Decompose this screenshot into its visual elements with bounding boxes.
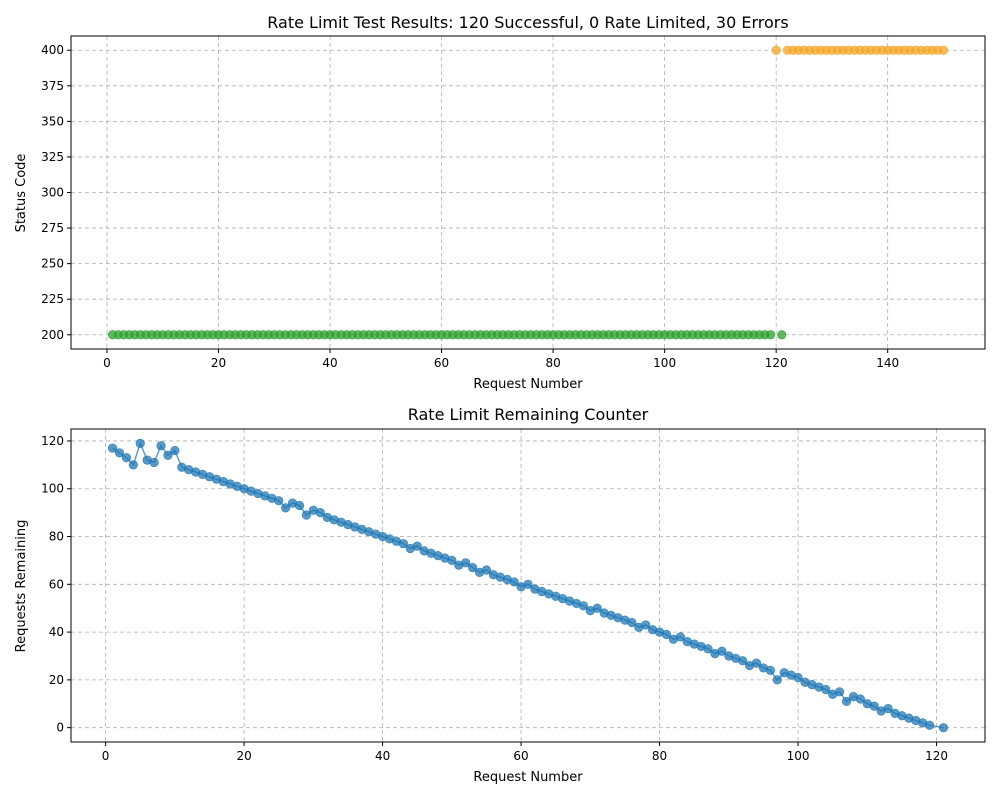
y-tick-label: 225 — [41, 292, 64, 306]
y-tick-label: 300 — [41, 186, 64, 200]
remaining-point — [107, 443, 118, 453]
chart2-points — [107, 438, 949, 733]
remaining-point — [281, 503, 291, 513]
chart2-x-axis-label: Request Number — [473, 770, 583, 785]
remaining-point — [793, 672, 803, 683]
remaining-point — [128, 460, 138, 470]
remaining-point — [925, 720, 935, 730]
x-tick-label: 60 — [434, 356, 449, 370]
remaining-point — [661, 629, 672, 640]
status-point-200 — [765, 330, 776, 340]
x-tick-label: 0 — [103, 356, 111, 370]
status-point-400 — [938, 45, 949, 55]
x-tick-label: 140 — [876, 356, 899, 370]
chart1-title: Rate Limit Test Results: 120 Successful,… — [267, 13, 788, 32]
chart2-title: Rate Limit Remaining Counter — [408, 405, 649, 424]
remaining-point — [156, 441, 166, 451]
x-tick-label: 120 — [765, 356, 788, 370]
y-tick-label: 250 — [41, 257, 64, 271]
x-tick-label: 100 — [653, 356, 676, 370]
chart2-y-ticks: 0 20 40 60 80 100 120 — [41, 434, 71, 735]
remaining-point — [869, 701, 879, 711]
chart-status-codes: Rate Limit Test Results: 120 Successful,… — [14, 13, 986, 392]
y-tick-label: 40 — [49, 625, 64, 639]
remaining-point — [461, 558, 471, 568]
remaining-point — [938, 723, 949, 733]
remaining-point — [481, 565, 492, 575]
remaining-point — [121, 453, 131, 463]
remaining-point — [841, 696, 852, 706]
chart1-x-axis-label: Request Number — [473, 377, 583, 392]
y-tick-label: 20 — [49, 673, 64, 687]
y-tick-label: 375 — [41, 79, 64, 93]
y-tick-label: 0 — [56, 721, 64, 735]
remaining-point — [509, 577, 519, 587]
chart2-x-ticks: 0 20 40 60 80 100 120 — [102, 742, 948, 763]
remaining-point — [135, 438, 145, 448]
y-tick-label: 325 — [41, 150, 64, 164]
chart2-y-axis-label: Requests Remaining — [14, 520, 29, 653]
remaining-point — [738, 656, 748, 666]
x-tick-label: 0 — [102, 749, 110, 763]
status-point-400 — [771, 45, 781, 55]
chart1-points — [107, 45, 949, 340]
y-tick-label: 120 — [41, 434, 64, 448]
x-tick-label: 60 — [513, 749, 528, 763]
x-tick-label: 80 — [652, 749, 667, 763]
x-tick-label: 20 — [211, 356, 226, 370]
remaining-point — [523, 579, 533, 589]
remaining-point — [675, 632, 685, 642]
remaining-point — [717, 646, 727, 656]
remaining-point — [170, 445, 180, 456]
remaining-point — [294, 500, 305, 511]
remaining-point — [627, 617, 637, 628]
y-tick-label: 400 — [41, 43, 64, 57]
remaining-point — [274, 496, 284, 506]
remaining-point — [163, 450, 173, 460]
y-tick-label: 275 — [41, 221, 64, 235]
chart2-plot-frame — [70, 428, 986, 743]
remaining-point — [592, 603, 602, 613]
chart1-y-ticks: 200 225 250 275 300 325 350 375 400 — [41, 43, 71, 342]
remaining-point — [315, 508, 325, 518]
remaining-point — [641, 620, 651, 630]
remaining-point — [765, 665, 775, 675]
x-tick-label: 80 — [545, 356, 560, 370]
chart-remaining-counter: Rate Limit Remaining Counter 0 20 40 60 80 10… — [14, 405, 986, 785]
remaining-point — [447, 555, 457, 566]
remaining-point — [703, 644, 713, 654]
y-tick-label: 200 — [41, 328, 64, 342]
status-point-200 — [777, 330, 787, 340]
y-tick-label: 350 — [41, 114, 64, 128]
chart1-gridlines — [71, 36, 985, 349]
x-tick-label: 40 — [322, 356, 337, 370]
y-tick-label: 80 — [49, 530, 64, 544]
remaining-point — [751, 658, 762, 668]
remaining-point — [883, 703, 893, 714]
remaining-point — [578, 601, 588, 611]
remaining-point — [821, 684, 831, 695]
x-tick-label: 100 — [787, 749, 810, 763]
remaining-point — [468, 562, 478, 573]
y-tick-label: 100 — [41, 482, 64, 496]
remaining-point — [834, 687, 845, 697]
remaining-point — [114, 448, 125, 458]
x-tick-label: 40 — [375, 749, 390, 763]
remaining-point — [301, 510, 312, 520]
remaining-point — [772, 675, 782, 685]
x-tick-label: 20 — [236, 749, 251, 763]
chart1-y-axis-label: Status Code — [14, 154, 29, 233]
remaining-point — [855, 694, 865, 704]
x-tick-label: 120 — [925, 749, 948, 763]
chart1-x-ticks: 0 20 40 60 80 100 120 140 — [103, 349, 899, 370]
remaining-point — [412, 541, 422, 551]
remaining-point — [149, 457, 159, 468]
y-tick-label: 60 — [49, 577, 64, 591]
remaining-point — [398, 539, 408, 549]
